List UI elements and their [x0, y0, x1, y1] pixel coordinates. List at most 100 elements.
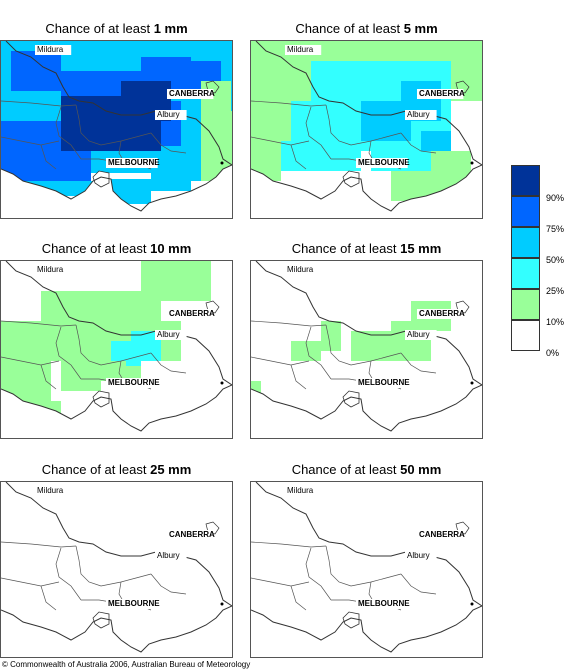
- coastline: [1, 164, 232, 212]
- district-boundary: [40, 144, 57, 170]
- legend-swatch-75: [511, 196, 540, 227]
- district-boundary: [400, 132, 437, 154]
- place-label-bg: [155, 551, 187, 561]
- district-boundary: [1, 577, 60, 587]
- legend-tick-90: 90%: [546, 193, 565, 203]
- probability-cell-75: [11, 51, 61, 91]
- district-boundary: [400, 352, 437, 374]
- legend-tick-0: 0%: [546, 348, 560, 358]
- place-label-bg: [167, 309, 214, 319]
- district-boundary: [400, 573, 437, 595]
- map-5mm: Mildura CANBERRA Albury MELBOURNE: [250, 40, 483, 219]
- district-boundary: [251, 320, 327, 327]
- district-boundary: [325, 104, 402, 146]
- district-boundary: [75, 104, 152, 146]
- place-label-melbourne: MELBOURNE: [358, 158, 410, 167]
- place-label-mildura: Mildura: [287, 486, 314, 495]
- place-label-albury: Albury: [157, 551, 180, 560]
- coastline: [1, 384, 232, 432]
- probability-cell-10: [141, 261, 211, 301]
- sea-area: [251, 606, 482, 657]
- place-label-bg: [35, 486, 72, 496]
- map-svg: Mildura CANBERRA Albury MELBOURNE: [251, 261, 482, 438]
- sea-area: [1, 165, 232, 218]
- sea-area: [251, 385, 482, 438]
- place-label-mildura: Mildura: [37, 45, 64, 54]
- place-label-bg: [106, 158, 158, 168]
- place-label-bg: [106, 599, 158, 609]
- place-label-bg: [155, 330, 187, 340]
- legend-tick-50: 50%: [546, 255, 565, 265]
- place-label-melbourne: MELBOURNE: [358, 378, 410, 387]
- place-label-bg: [106, 378, 158, 388]
- place-label-canberra: CANBERRA: [419, 89, 465, 98]
- probability-cell-25: [126, 356, 141, 366]
- place-label-mildura: Mildura: [287, 265, 314, 274]
- probability-cell-10: [61, 361, 101, 391]
- place-label-melbourne: MELBOURNE: [108, 599, 160, 608]
- place-label-albury: Albury: [157, 330, 180, 339]
- place-label-bg: [167, 89, 214, 99]
- place-label-bg: [35, 265, 72, 275]
- probability-cell-50: [361, 101, 411, 141]
- district-boundary: [1, 356, 60, 366]
- probability-cell-25: [131, 331, 161, 351]
- probability-cell-10: [431, 151, 471, 181]
- district-boundary: [1, 136, 60, 146]
- place-label-canberra: CANBERRA: [169, 530, 215, 539]
- state-border: [255, 482, 482, 607]
- map-svg: Mildura CANBERRA Albury MELBOURNE: [1, 261, 232, 438]
- map-svg: Mildura CANBERRA Albury MELBOURNE: [251, 41, 482, 218]
- legend-tick-25: 25%: [546, 286, 565, 296]
- place-label-mildura: Mildura: [37, 265, 64, 274]
- panel-title: Chance of at least 15 mm: [291, 241, 442, 256]
- district-boundary: [251, 541, 327, 548]
- legend-tick-10: 10%: [546, 317, 565, 327]
- panel-title: Chance of at least 25 mm: [41, 462, 192, 477]
- district-boundary: [290, 364, 307, 390]
- panel-title: Chance of at least 50 mm: [291, 462, 442, 477]
- district-boundary: [251, 356, 310, 366]
- legend-swatch-90: [511, 165, 540, 196]
- place-label-canberra: CANBERRA: [419, 530, 465, 539]
- district-boundary: [1, 100, 77, 107]
- district-boundary: [75, 324, 152, 366]
- coastline: [1, 605, 232, 653]
- district-boundary: [325, 324, 402, 366]
- panel-title: Chance of at least 1 mm: [45, 21, 188, 36]
- legend-swatch-10: [511, 289, 540, 320]
- place-label-albury: Albury: [407, 110, 430, 119]
- coastline: [251, 164, 482, 212]
- place-label-bg: [356, 378, 408, 388]
- place-label-bg: [417, 309, 464, 319]
- district-boundary: [290, 585, 307, 611]
- coastline: [251, 605, 482, 653]
- place-label-canberra: CANBERRA: [419, 309, 465, 318]
- place-label-albury: Albury: [407, 551, 430, 560]
- state-border: [5, 41, 232, 166]
- district-boundary: [55, 547, 82, 601]
- probability-cell-50: [151, 171, 191, 191]
- place-label-mildura: Mildura: [287, 45, 314, 54]
- port-phillip-bay: [342, 170, 360, 188]
- location-dot: [220, 161, 224, 165]
- place-label-albury: Albury: [407, 330, 430, 339]
- probability-cell-10: [216, 111, 232, 171]
- sea-area: [1, 606, 232, 657]
- district-boundary: [1, 541, 77, 548]
- place-label-bg: [405, 551, 437, 561]
- probability-cell-90: [111, 121, 161, 151]
- district-boundary: [40, 585, 57, 611]
- place-label-bg: [405, 110, 437, 120]
- sea-area: [251, 165, 482, 218]
- port-phillip-bay: [342, 390, 360, 408]
- map-1mm: Mildura CANBERRA Albury MELBOURNE: [0, 40, 233, 219]
- port-phillip-bay: [92, 170, 110, 188]
- district-boundary: [305, 326, 332, 380]
- state-border: [5, 482, 232, 607]
- place-label-bg: [35, 45, 72, 55]
- place-label-bg: [285, 265, 322, 275]
- district-boundary: [40, 364, 57, 390]
- probability-cell-10: [321, 321, 341, 351]
- district-boundary: [75, 545, 152, 587]
